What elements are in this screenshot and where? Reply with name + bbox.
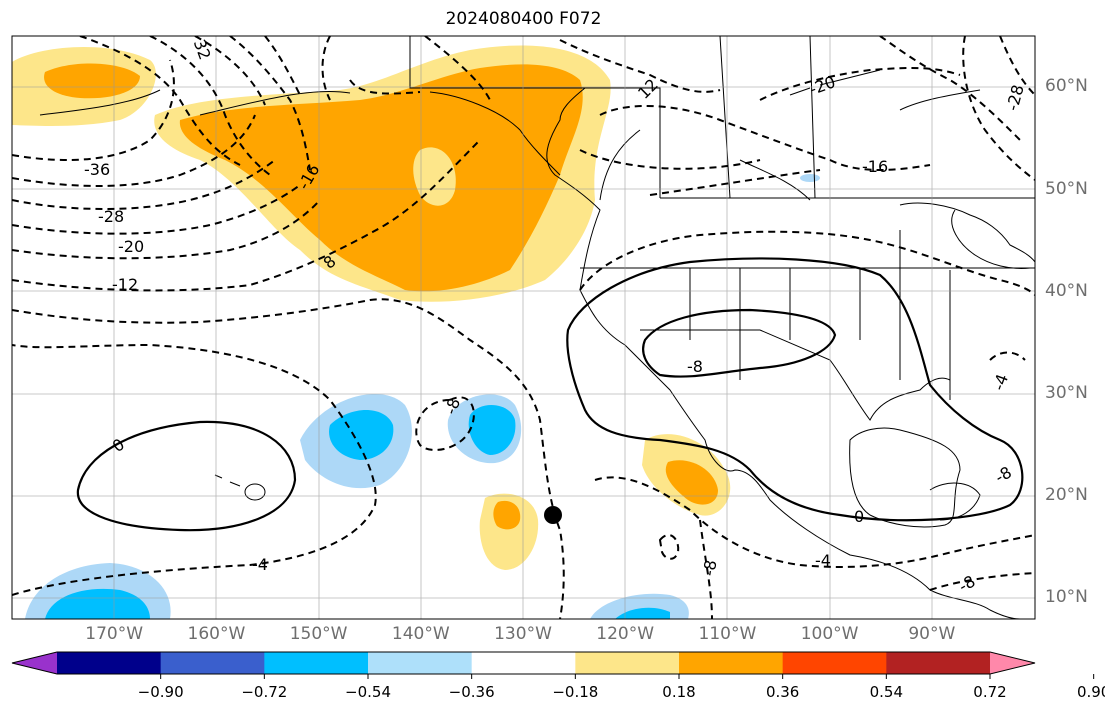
colorbar-tick-label: 0.54 — [869, 683, 904, 701]
negative-anomaly-region — [800, 174, 820, 182]
colorbar-tick-label: 0.18 — [662, 683, 696, 701]
longitude-label: 160°W — [187, 624, 246, 644]
colorbar-tick-label: −0.36 — [448, 683, 495, 701]
positive-anomaly-region — [493, 500, 521, 530]
positive-anomaly-region — [665, 460, 718, 505]
colorbar-segment — [471, 652, 576, 674]
longitude-label: 130°W — [494, 624, 552, 644]
longitude-label: 120°W — [596, 624, 655, 644]
contour-label: 32 — [190, 37, 215, 63]
longitude-label: 110°W — [698, 624, 757, 644]
contour-label: -4 — [989, 371, 1012, 392]
colorbar-tick-label: −0.72 — [241, 683, 288, 701]
colorbar — [11, 651, 1095, 679]
colorbar-tick-label: 0.72 — [973, 683, 1007, 701]
contour-label: -8 — [699, 558, 720, 577]
colorbar-extend-low — [12, 652, 57, 674]
contour-label: -8 — [955, 571, 978, 595]
contour-label: -28 — [98, 207, 124, 226]
longitude-label: 140°W — [391, 624, 450, 644]
colorbar-segment — [57, 652, 162, 674]
storm-center-marker — [544, 506, 562, 524]
colorbar-segment — [264, 652, 369, 674]
colorbar-segment — [368, 652, 473, 674]
contour-label: -16 — [862, 157, 888, 176]
zero-contours — [76, 257, 1024, 532]
colorbar-segment — [679, 652, 784, 674]
positive-anomaly-region — [413, 147, 456, 206]
contour-label: -4 — [252, 555, 268, 574]
longitude-label: 150°W — [289, 624, 348, 644]
longitude-label: 170°W — [85, 624, 144, 644]
colorbar-segment — [160, 652, 265, 674]
shading-layer — [12, 45, 820, 619]
contour-label: -8 — [441, 395, 464, 416]
contour-label: -20 — [118, 237, 144, 256]
contour-label: -36 — [84, 160, 110, 179]
colorbar-tick-label: −0.18 — [552, 683, 599, 701]
contour-label: -4 — [815, 551, 831, 570]
positive-anomaly-region — [179, 64, 583, 292]
map-frame — [11, 35, 1036, 620]
negative-anomaly-region — [45, 588, 150, 619]
latitude-label: 10°N — [1045, 587, 1088, 608]
colorbar-segment — [886, 652, 991, 674]
negative-anomaly-region — [468, 404, 516, 455]
positive-anomaly-region — [44, 63, 140, 99]
contour-label: -8 — [992, 462, 1015, 486]
colorbar-tick-label: 0.36 — [765, 683, 800, 701]
latitude-label: 60°N — [1045, 76, 1088, 97]
longitude-label: 100°W — [800, 624, 859, 644]
latitude-label: 30°N — [1045, 383, 1088, 403]
colorbar-segment — [782, 652, 887, 674]
longitude-label: 90°W — [908, 624, 956, 644]
latitude-label: 50°N — [1045, 178, 1088, 199]
negative-contours — [12, 36, 1035, 619]
colorbar-outline — [11, 651, 1036, 675]
negative-anomaly-region — [615, 607, 670, 619]
colorbar-tick-label: −0.90 — [137, 683, 184, 701]
colorbar-tick-label: −0.54 — [345, 683, 391, 701]
colorbar-extend-high — [990, 652, 1035, 674]
contour-label: 12 — [634, 75, 662, 103]
contour-label: 0 — [854, 507, 864, 526]
contour-label: 0 — [109, 435, 128, 456]
latitude-label: 20°N — [1045, 485, 1088, 506]
latitude-label: 40°N — [1045, 280, 1088, 301]
map-title: 2024080400 F072 — [445, 9, 602, 29]
contour-label: -8 — [687, 357, 703, 376]
contour-label: -12 — [112, 275, 138, 294]
colorbar-tick-label: 0.90 — [1076, 683, 1105, 701]
colorbar-segment — [575, 652, 680, 674]
